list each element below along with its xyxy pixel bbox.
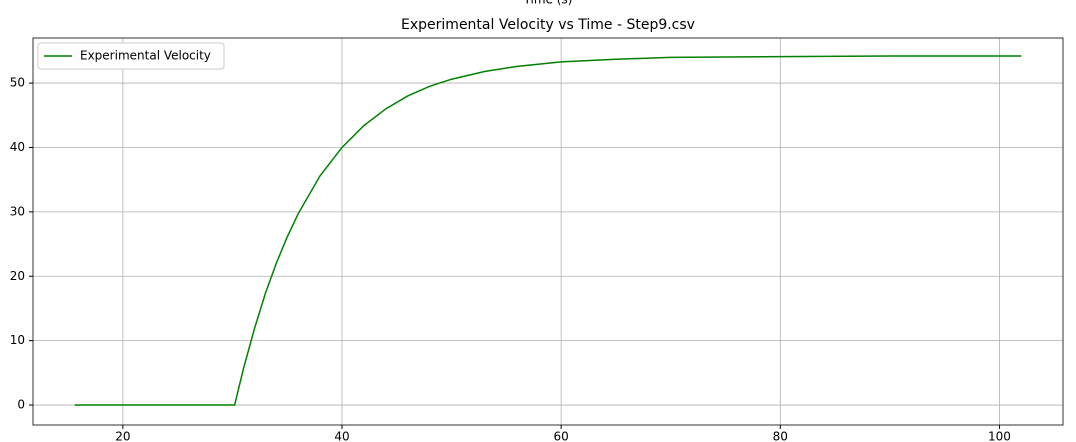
y-tick-label: 50	[10, 76, 25, 90]
chart-title: Experimental Velocity vs Time - Step9.cs…	[401, 17, 695, 33]
y-tick-label: 40	[10, 140, 25, 154]
x-tick-label: 40	[334, 430, 349, 442]
y-tick-label: 10	[10, 333, 25, 347]
y-tick-label: 0	[17, 398, 25, 412]
x-tick-label: 100	[988, 430, 1011, 442]
x-tick-label: 20	[115, 430, 130, 442]
y-tick-label: 20	[10, 269, 25, 283]
clipped-label: Time (s)	[523, 0, 573, 7]
x-tick-label: 60	[554, 430, 569, 442]
legend-label: Experimental Velocity	[80, 49, 211, 63]
y-tick-label: 30	[10, 204, 25, 218]
legend-box	[37, 42, 225, 70]
x-tick-label: 80	[773, 430, 788, 442]
data-line	[74, 55, 1022, 406]
plot-frame	[32, 37, 1064, 426]
